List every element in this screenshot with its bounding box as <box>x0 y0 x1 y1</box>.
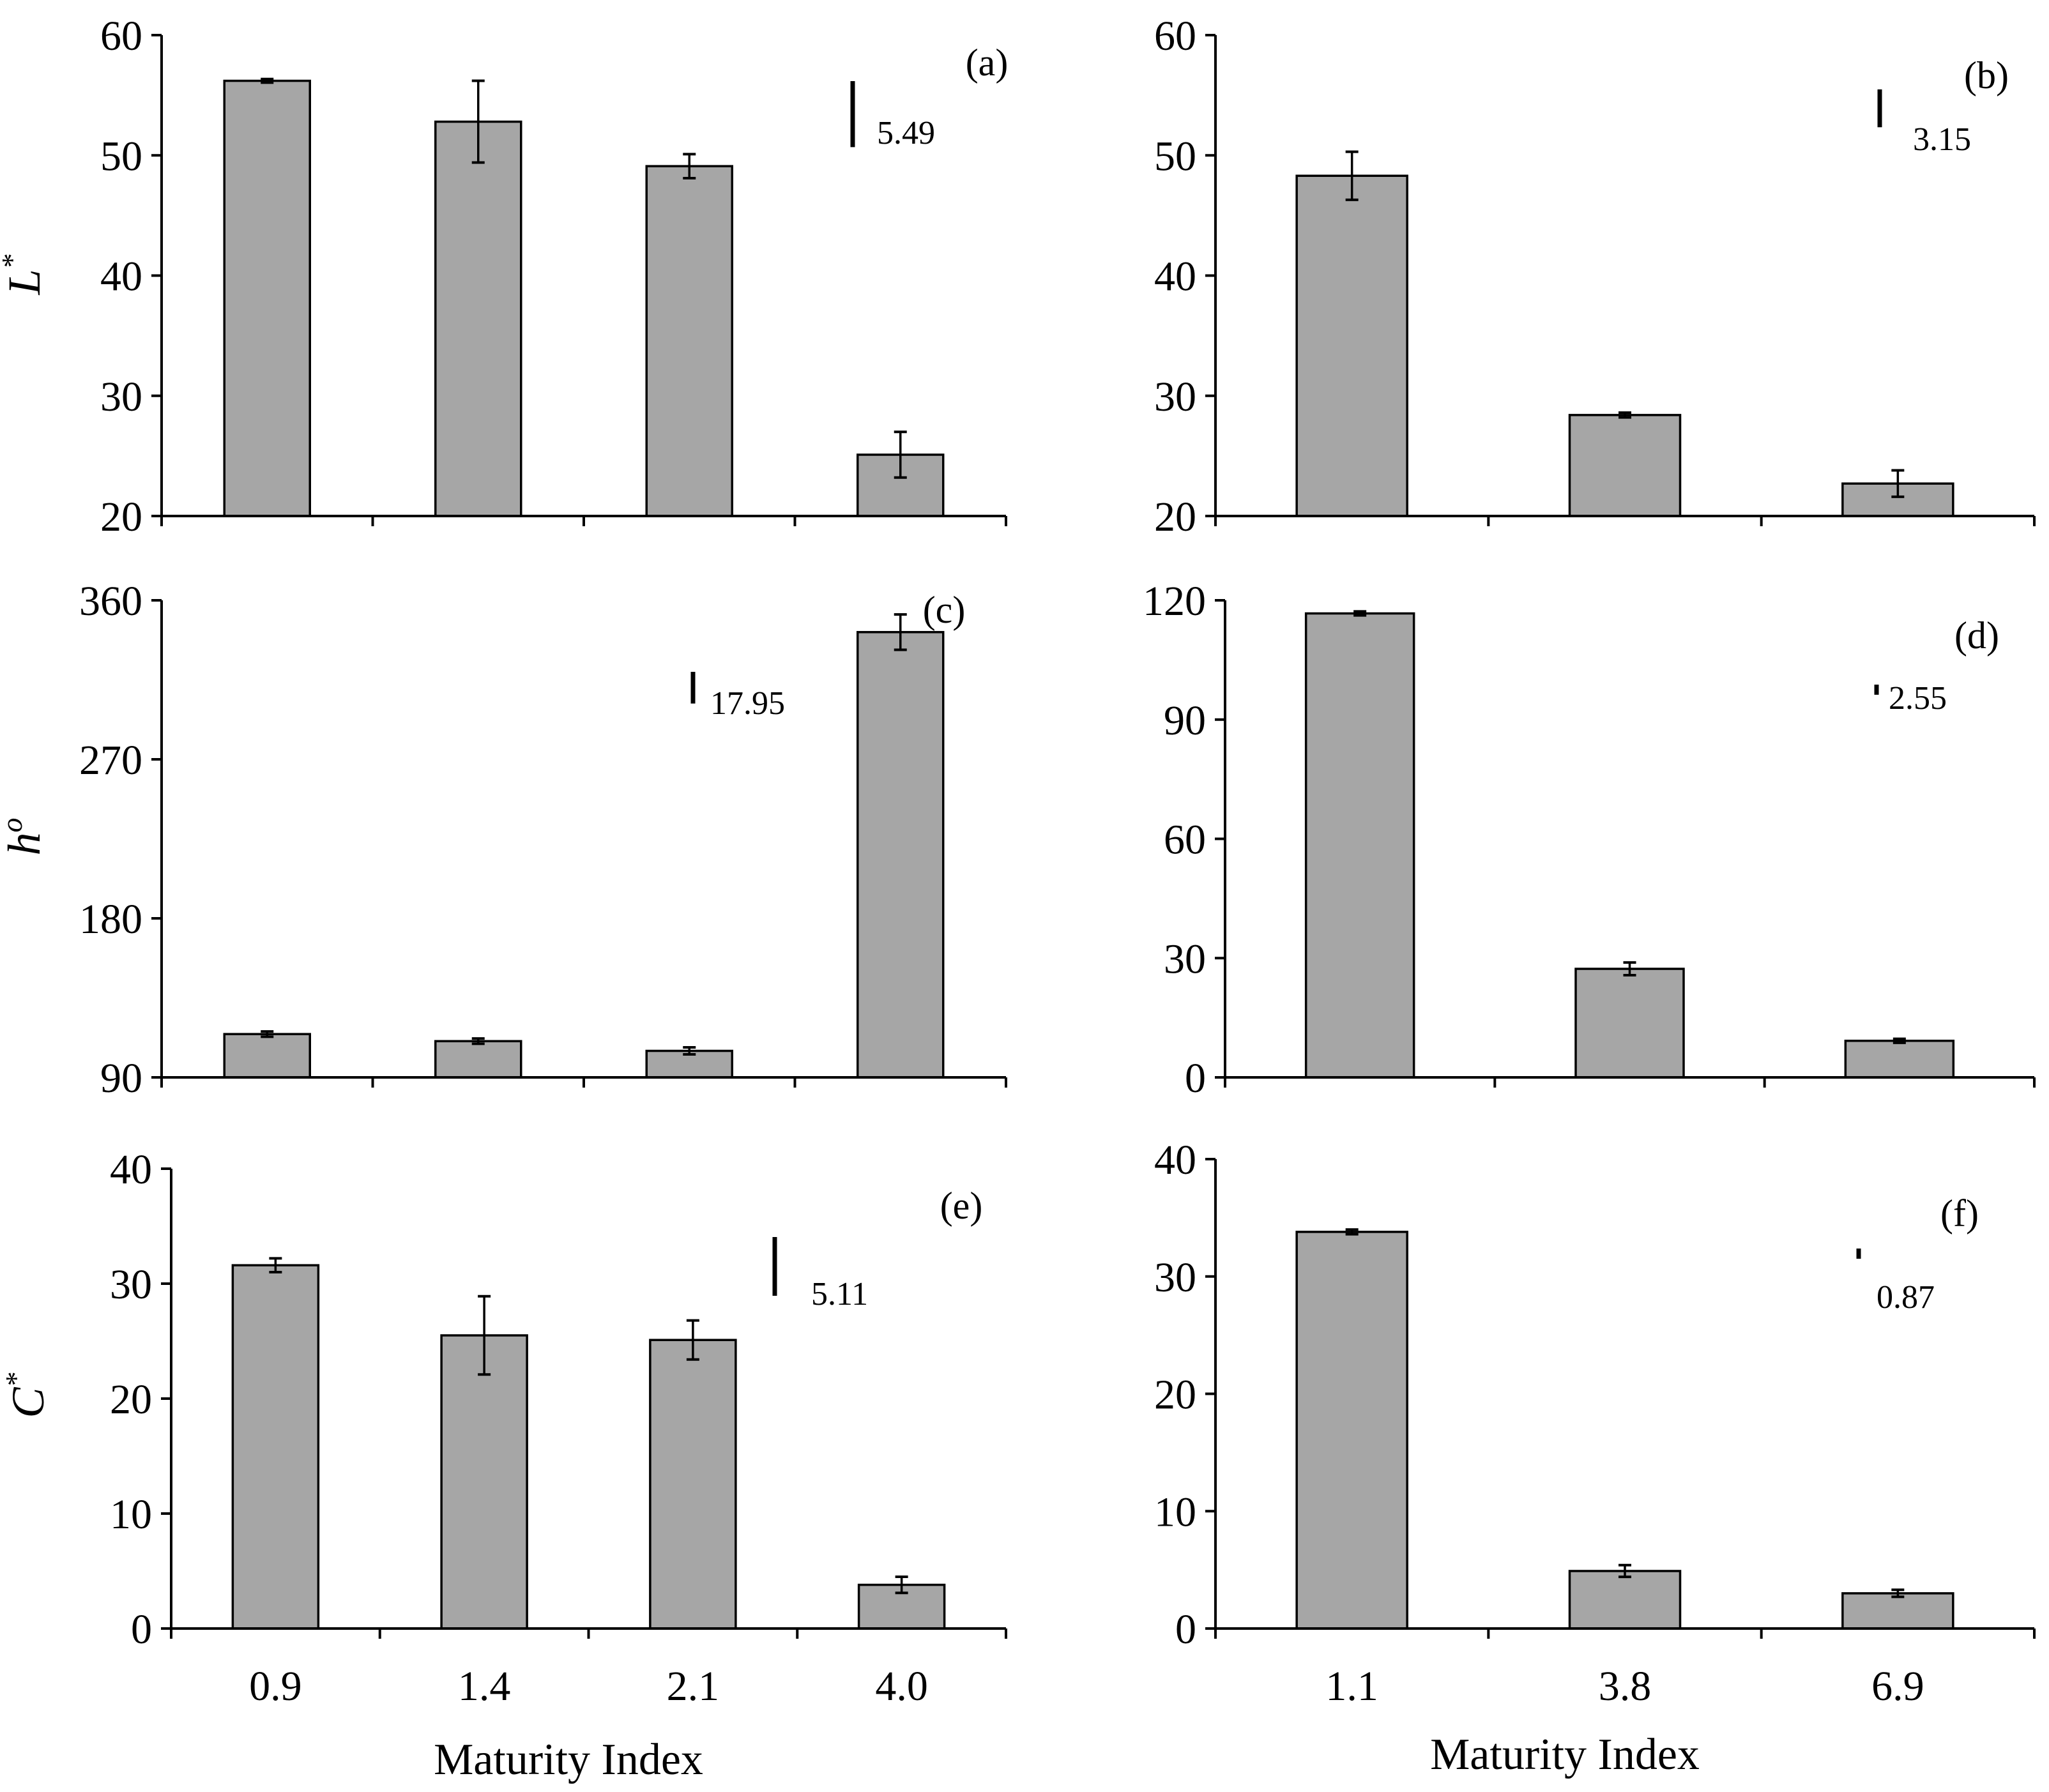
bar <box>1568 1570 1682 1630</box>
x-tick-label: 6.9 <box>1871 1663 1924 1710</box>
y-tick-label: 30 <box>1154 374 1196 420</box>
y-tick-label: 60 <box>100 13 142 59</box>
y-tick-label: 270 <box>79 737 142 784</box>
x-tick-label: 1.1 <box>1325 1663 1378 1710</box>
y-tick-label: 30 <box>1164 936 1206 982</box>
panel-label: (a) <box>966 42 1009 84</box>
bar <box>440 1334 528 1630</box>
y-tick-label: 50 <box>100 133 142 179</box>
bar <box>1574 968 1685 1079</box>
y-axis-title: C* <box>0 1372 54 1418</box>
lsd-label: 0.87 <box>1877 1279 1935 1316</box>
y-tick-label: 20 <box>110 1376 152 1423</box>
x-tick-label: 2.1 <box>667 1663 720 1710</box>
y-axis-title-sup: o <box>0 818 28 833</box>
bar <box>1295 174 1408 517</box>
lsd-label: 5.11 <box>811 1276 868 1312</box>
x-tick-label: 1.4 <box>458 1663 511 1710</box>
y-tick-label: 60 <box>1164 817 1206 863</box>
bar <box>231 1264 320 1630</box>
y-axis-title: ho <box>0 818 50 856</box>
panel-d: 0 30 60 90 120 (d)2.55 <box>1143 578 2036 1102</box>
panel-label: (f) <box>1940 1192 1979 1234</box>
x-tick-label: 3.8 <box>1599 1663 1652 1710</box>
bar <box>223 79 311 517</box>
bar <box>649 1339 737 1630</box>
panel-b: 20 30 40 50 60 (b) 3.15 <box>1154 13 2036 540</box>
panel-label: (e) <box>940 1185 983 1227</box>
y-tick-label: 20 <box>100 494 142 540</box>
bar <box>1295 1231 1408 1630</box>
y-tick-label: 30 <box>1154 1254 1196 1301</box>
y-tick-label: 10 <box>110 1491 152 1538</box>
panel-label: (b) <box>1964 54 2009 96</box>
y-tick-label: 30 <box>110 1261 152 1308</box>
y-tick-label: 40 <box>1154 1137 1196 1183</box>
panel-f: 1.1 3.8 6.9 0 10 20 30 40 (f) 0.87 <box>1154 1137 2036 1710</box>
y-axis-title: L* <box>0 254 50 295</box>
y-axis-title-sup: * <box>0 254 28 269</box>
bar <box>1568 414 1682 517</box>
x-tick-label: 0.9 <box>249 1663 302 1710</box>
lsd-label: 5.49 <box>877 115 935 151</box>
y-tick-label: 40 <box>1154 254 1196 300</box>
y-axis-title-main: h <box>0 833 50 856</box>
bar <box>434 120 522 517</box>
y-tick-label: 90 <box>1164 697 1206 744</box>
bar <box>1841 1592 1954 1630</box>
y-tick-label: 60 <box>1154 13 1196 59</box>
y-tick-label: 120 <box>1143 578 1206 625</box>
y-tick-label: 20 <box>1154 1372 1196 1418</box>
y-axis-title-main: L <box>0 269 50 295</box>
y-tick-label: 180 <box>79 896 142 943</box>
y-axis-title-sup: * <box>0 1372 32 1387</box>
y-tick-label: 40 <box>100 254 142 300</box>
bar <box>1304 612 1415 1079</box>
y-axis-title-main: C <box>3 1387 54 1418</box>
bar <box>645 165 733 517</box>
x-axis-title-left: Maturity Index <box>434 1735 703 1784</box>
panel-a: 20 30 40 50 60 (a) 5.49 L* <box>0 13 1008 540</box>
y-tick-label: 50 <box>1154 133 1196 179</box>
y-tick-label: 0 <box>1185 1055 1206 1102</box>
y-tick-label: 30 <box>100 374 142 420</box>
panel-e: 0.9 1.4 2.1 4.0 0 10 20 30 40 (e) 5.11 C* <box>0 1146 1007 1710</box>
x-tick-label: 4.0 <box>875 1663 928 1710</box>
y-tick-label: 10 <box>1154 1489 1196 1535</box>
x-axis-title-right: Maturity Index <box>1430 1730 1700 1779</box>
lsd-label: 3.15 <box>1913 121 1971 158</box>
bar <box>434 1040 522 1079</box>
y-tick-label: 360 <box>79 578 142 625</box>
y-tick-label: 20 <box>1154 494 1196 540</box>
bar <box>223 1033 311 1079</box>
y-tick-label: 40 <box>110 1146 152 1193</box>
panel-label: (d) <box>1954 614 1999 657</box>
bar <box>1844 1039 1955 1079</box>
lsd-label: 17.95 <box>710 685 785 722</box>
panel-label: (c) <box>923 589 966 631</box>
y-tick-label: 0 <box>131 1606 152 1653</box>
y-tick-label: 0 <box>1175 1606 1196 1653</box>
bar <box>857 631 945 1079</box>
y-tick-label: 90 <box>100 1055 142 1102</box>
panel-c: 90 180 270 360 (c) 17.95 ho <box>0 578 1007 1102</box>
lsd-label: 2.55 <box>1889 680 1947 717</box>
